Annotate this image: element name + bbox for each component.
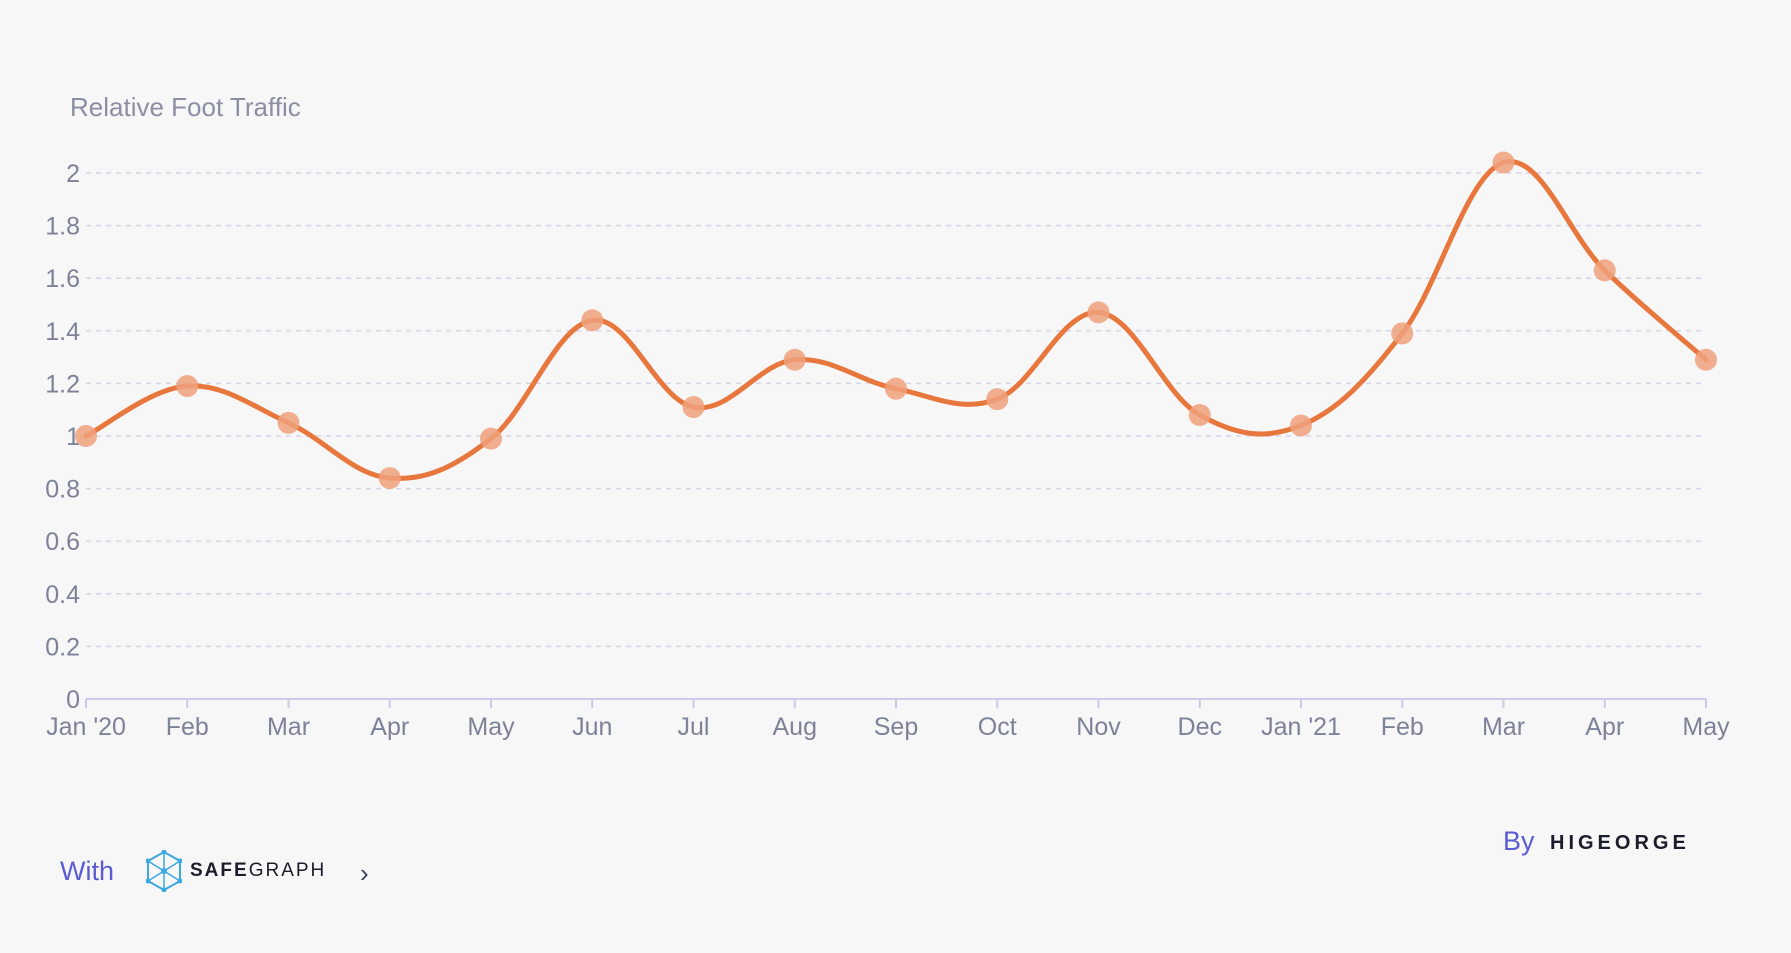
y-tick-label: 0.6 [45,528,80,556]
data-point-16[interactable] [1695,348,1717,371]
x-tick-label: Jun [572,713,612,741]
x-tick-label: Jan '20 [46,713,126,741]
series-line [83,158,1709,481]
x-tick-label: Mar [267,713,310,741]
x-tick-label: Aug [773,713,817,741]
chevron-right-icon[interactable]: › [360,858,369,888]
x-tick-label: Nov [1076,713,1121,741]
data-point-3[interactable] [378,467,401,490]
safegraph-network-icon [146,850,182,892]
x-tick-labels: Jan '20 Feb Mar Apr May Jun Jul Aug Sep Oct Nov Dec… [46,699,1730,741]
higeorge-logo[interactable]: HIGEORGE [1550,832,1690,854]
data-point-7[interactable] [783,348,806,371]
data-point-9[interactable] [986,388,1009,411]
x-tick-label: Jan '21 [1261,713,1341,741]
x-tick-label: Dec [1178,713,1222,741]
y-tick-label: 0.2 [45,633,80,661]
y-tick-label: 1.6 [45,265,80,293]
y-tick-label: 1.4 [45,318,80,346]
x-tick-label: Feb [166,713,209,741]
data-point-10[interactable] [1087,301,1110,324]
data-point-8[interactable] [885,377,907,400]
y-tick-label: 2 [66,160,80,188]
data-point-11[interactable] [1188,403,1211,426]
with-label: With [60,856,114,886]
data-point-1[interactable] [176,375,199,398]
by-label: By [1503,826,1535,856]
y-tick-label: 0 [66,686,80,714]
data-point-15[interactable] [1593,259,1616,282]
x-tick-label: Jul [678,713,710,741]
x-tick-label: May [1682,713,1730,741]
y-tick-label: 1.8 [45,213,80,241]
data-markers [75,151,1717,490]
x-tick-label: Apr [1585,713,1624,741]
y-tick-labels: 0 0.2 0.4 0.6 0.8 1 1.2 1.4 1.6 1.8 2 [45,160,80,714]
x-tick-label: Mar [1482,713,1525,741]
y-tick-label: 1 [66,423,80,451]
y-axis-label: Relative Foot Traffic [70,92,301,122]
x-tick-label: May [467,713,515,741]
data-point-0[interactable] [75,425,97,447]
data-point-6[interactable] [682,396,705,419]
data-point-2[interactable] [277,411,300,434]
safegraph-logo[interactable]: SAFEGRAPH [146,850,326,892]
y-tick-label: 1.2 [45,370,80,398]
data-point-14[interactable] [1492,151,1515,174]
data-point-12[interactable] [1290,414,1312,437]
x-tick-label: Apr [370,713,409,741]
y-tick-label: 0.4 [45,581,80,609]
data-point-5[interactable] [581,309,604,332]
data-point-4[interactable] [480,427,502,450]
x-tick-label: Oct [978,713,1017,741]
data-point-13[interactable] [1391,322,1414,345]
safegraph-wordmark: SAFEGRAPH [190,860,327,881]
x-tick-label: Feb [1381,713,1424,741]
x-tick-label: Sep [874,713,918,741]
gridlines [86,172,1706,648]
y-tick-label: 0.8 [45,476,80,504]
